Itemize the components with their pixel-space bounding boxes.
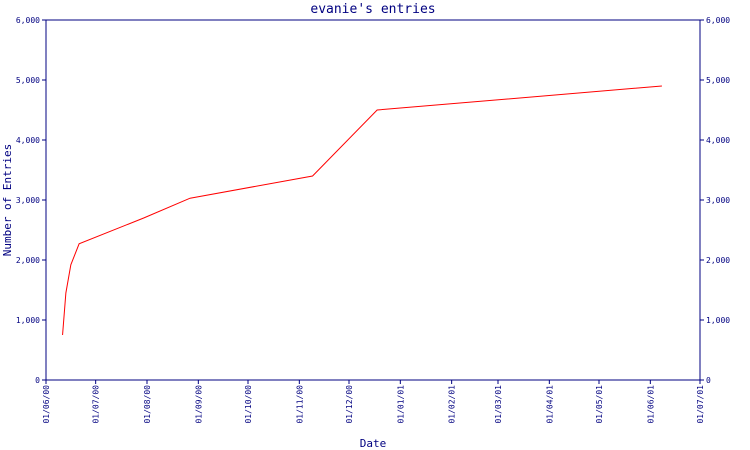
y2-tick-label: 0 — [706, 376, 711, 385]
y-tick-label: 1,000 — [16, 316, 40, 325]
y-tick-label: 2,000 — [16, 256, 40, 265]
x-axis-label: Date — [360, 437, 387, 450]
chart-title: evanie's entries — [310, 2, 435, 17]
y2-tick-label: 5,000 — [706, 76, 730, 85]
y2-tick-label: 1,000 — [706, 316, 730, 325]
x-tick-label: 01/06/01 — [646, 385, 655, 424]
x-tick-label: 01/08/00 — [143, 385, 152, 424]
x-tick-label: 01/04/01 — [545, 385, 554, 424]
y-tick-label: 6,000 — [16, 16, 40, 25]
x-tick-label: 01/07/00 — [92, 385, 101, 424]
y2-tick-label: 3,000 — [706, 196, 730, 205]
y2-tick-label: 2,000 — [706, 256, 730, 265]
y-tick-label: 3,000 — [16, 196, 40, 205]
x-tick-label: 01/09/00 — [194, 385, 203, 424]
plot-frame — [45, 19, 701, 381]
x-tick-label: 01/06/00 — [42, 385, 51, 424]
x-tick-label: 01/01/01 — [396, 385, 405, 424]
x-tick-label: 01/07/01 — [696, 385, 705, 424]
data-line — [62, 85, 662, 336]
y-tick-label: 4,000 — [16, 136, 40, 145]
y-tick-label: 5,000 — [16, 76, 40, 85]
y-tick-label: 0 — [35, 376, 40, 385]
x-tick-label: 01/12/00 — [345, 385, 354, 424]
y2-tick-label: 4,000 — [706, 136, 730, 145]
x-tick-label: 01/10/00 — [244, 385, 253, 424]
x-tick-label: 01/02/01 — [448, 385, 457, 424]
y-axis-label: Number of Entries — [1, 144, 14, 257]
y2-tick-label: 6,000 — [706, 16, 730, 25]
x-tick-label: 01/03/01 — [494, 385, 503, 424]
x-tick-label: 01/11/00 — [295, 385, 304, 424]
x-tick-label: 01/05/01 — [595, 385, 604, 424]
